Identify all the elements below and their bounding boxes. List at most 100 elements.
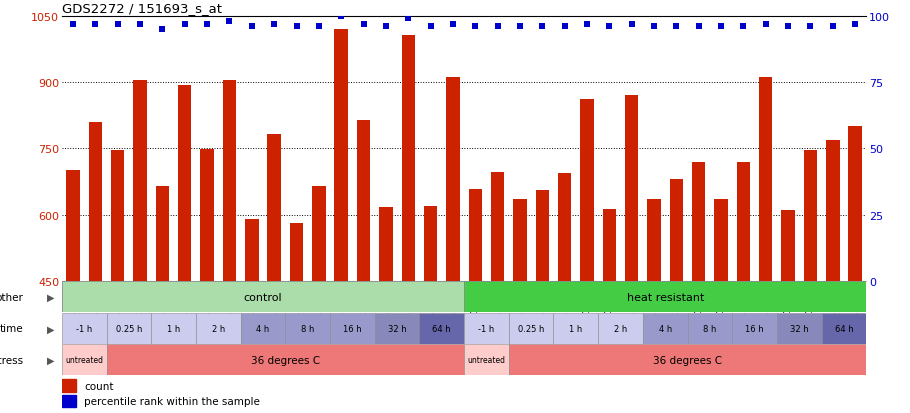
Point <box>512 24 527 31</box>
Bar <box>598 313 642 344</box>
Text: 64 h: 64 h <box>432 324 451 333</box>
Text: ▶: ▶ <box>47 323 55 334</box>
Text: 32 h: 32 h <box>790 324 809 333</box>
Bar <box>357 121 370 281</box>
Text: 36 degrees C: 36 degrees C <box>653 355 723 365</box>
Bar <box>401 36 415 281</box>
Point <box>669 24 683 31</box>
Bar <box>848 127 862 281</box>
Bar <box>759 78 773 281</box>
Bar <box>134 81 147 281</box>
Point <box>446 21 460 28</box>
Bar <box>688 313 733 344</box>
Text: 0.25 h: 0.25 h <box>518 324 544 333</box>
Bar <box>804 151 817 281</box>
Bar <box>782 211 794 281</box>
Bar <box>245 219 258 281</box>
Bar <box>379 208 392 281</box>
Bar <box>106 344 464 375</box>
Bar <box>268 135 281 281</box>
Bar <box>737 162 750 281</box>
Bar <box>223 81 237 281</box>
Bar <box>446 78 460 281</box>
Text: untreated: untreated <box>66 356 103 364</box>
Text: 1 h: 1 h <box>167 324 180 333</box>
Text: control: control <box>244 292 282 302</box>
Point <box>200 21 215 28</box>
Text: 16 h: 16 h <box>745 324 763 333</box>
Point <box>602 24 617 31</box>
Text: 0.25 h: 0.25 h <box>116 324 142 333</box>
Bar <box>424 206 438 281</box>
Bar <box>286 313 330 344</box>
Point <box>155 26 169 33</box>
Text: 2 h: 2 h <box>614 324 627 333</box>
Bar <box>581 100 593 281</box>
Text: ▶: ▶ <box>47 292 55 302</box>
Point <box>66 21 80 28</box>
Point <box>423 24 438 31</box>
Text: -1 h: -1 h <box>76 324 92 333</box>
Text: percentile rank within the sample: percentile rank within the sample <box>85 396 260 406</box>
Point <box>713 24 728 31</box>
Bar <box>464 313 509 344</box>
Text: 1 h: 1 h <box>569 324 582 333</box>
Bar <box>553 313 598 344</box>
Point <box>804 24 818 31</box>
Bar <box>62 395 76 407</box>
Point <box>311 24 326 31</box>
Bar <box>558 173 571 281</box>
Bar <box>625 96 639 281</box>
Bar <box>509 344 866 375</box>
Bar <box>602 209 616 281</box>
Bar <box>826 141 840 281</box>
Text: 4 h: 4 h <box>257 324 269 333</box>
Text: 36 degrees C: 36 degrees C <box>251 355 320 365</box>
Point <box>692 24 706 31</box>
Point <box>222 19 237 25</box>
Bar <box>289 224 303 281</box>
Bar <box>777 313 822 344</box>
Bar <box>111 151 125 281</box>
Bar <box>62 282 464 313</box>
Point <box>133 21 147 28</box>
Bar <box>420 313 464 344</box>
Text: 32 h: 32 h <box>388 324 407 333</box>
Text: -1 h: -1 h <box>479 324 494 333</box>
Bar <box>490 172 504 281</box>
Point <box>557 24 571 31</box>
Point <box>624 21 639 28</box>
Text: 8 h: 8 h <box>301 324 314 333</box>
Bar <box>62 379 76 392</box>
Point <box>647 24 662 31</box>
Bar <box>509 313 553 344</box>
Bar <box>178 86 191 281</box>
Point <box>580 21 594 28</box>
Bar <box>464 344 509 375</box>
Bar <box>62 344 106 375</box>
Bar <box>330 313 375 344</box>
Bar <box>647 199 661 281</box>
Bar <box>670 180 683 281</box>
Point <box>490 24 505 31</box>
Text: GDS2272 / 151693_s_at: GDS2272 / 151693_s_at <box>62 2 222 15</box>
Point <box>110 21 125 28</box>
Text: 8 h: 8 h <box>703 324 716 333</box>
Bar <box>536 191 549 281</box>
Point <box>245 24 259 31</box>
Bar <box>66 171 80 281</box>
Bar <box>156 186 169 281</box>
Point <box>825 24 840 31</box>
Text: 64 h: 64 h <box>834 324 854 333</box>
Bar <box>464 282 866 313</box>
Point <box>379 24 393 31</box>
Point <box>267 21 281 28</box>
Text: stress: stress <box>0 355 24 365</box>
Bar <box>106 313 151 344</box>
Point <box>177 21 192 28</box>
Bar <box>335 30 348 281</box>
Point <box>356 21 371 28</box>
Point <box>334 13 349 20</box>
Bar <box>692 162 705 281</box>
Text: time: time <box>0 323 24 334</box>
